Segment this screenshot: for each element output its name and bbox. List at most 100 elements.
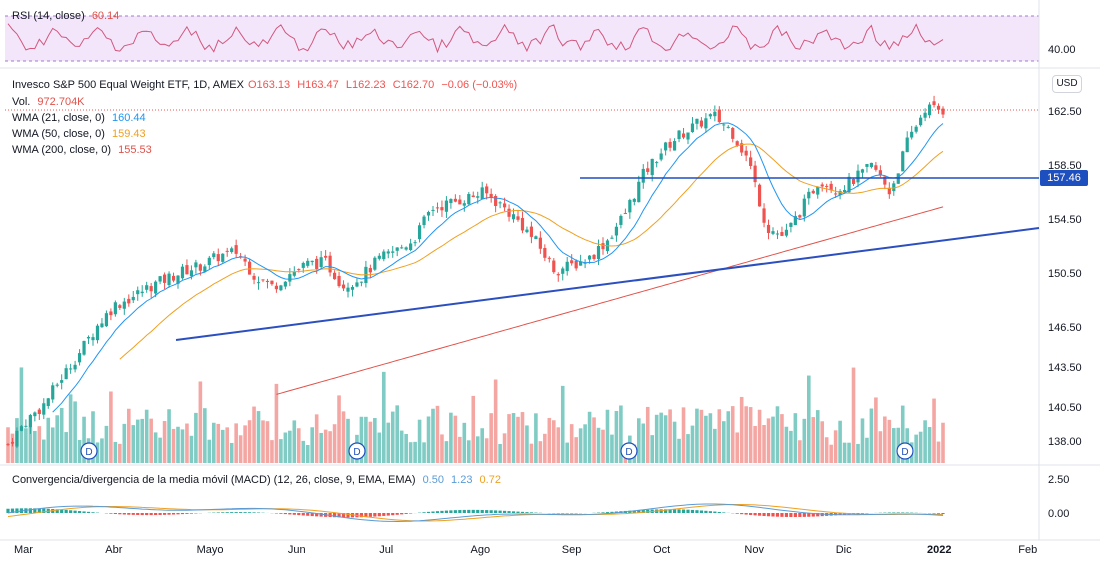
volume-bar	[784, 426, 789, 463]
candle-body	[811, 190, 815, 194]
volume-bar	[283, 432, 288, 463]
candle-body	[297, 269, 301, 271]
candle-body	[279, 285, 283, 291]
volume-bar	[301, 440, 306, 463]
macd-hist-bar	[449, 510, 453, 513]
volume-bar	[247, 420, 252, 463]
macd-hist-bar	[252, 512, 256, 513]
volume-bar	[50, 427, 55, 463]
candle-body	[587, 255, 592, 260]
candle-body	[127, 298, 131, 304]
candle-body	[556, 274, 560, 276]
volume-bar	[413, 441, 417, 463]
candle-body	[113, 302, 117, 315]
macd-hist-bar	[239, 512, 243, 513]
candle-body	[449, 199, 453, 204]
macd-hist-bar	[807, 513, 811, 517]
volume-bar	[256, 411, 261, 463]
candle-body	[19, 426, 24, 431]
volume-bar	[113, 441, 118, 463]
volume-bar	[601, 429, 605, 463]
volume-bar	[762, 425, 766, 463]
macd-hist-bar	[901, 512, 905, 513]
macd-hist-bar	[699, 510, 704, 513]
candle-body	[176, 275, 180, 284]
candle-body	[601, 243, 605, 250]
volume-bar	[140, 418, 145, 463]
candle-body	[234, 245, 238, 254]
open-value: O163.13	[247, 79, 291, 91]
rsi-line	[7, 23, 944, 54]
candle-body	[230, 248, 234, 253]
macd-hist-bar	[690, 509, 695, 513]
macd-hist-bar	[28, 508, 32, 513]
macd-hist-bar	[243, 512, 247, 513]
volume-bar	[771, 416, 775, 463]
macd-hist-bar	[467, 509, 471, 513]
candle-body	[690, 123, 695, 133]
change-value: −0.06 (−0.03%)	[441, 79, 518, 91]
candle-body	[198, 264, 202, 271]
volume-bar	[663, 415, 668, 463]
dividend-circle	[620, 442, 638, 460]
macd-hist-bar	[167, 513, 171, 515]
volume-bar	[650, 435, 655, 463]
volume-bar	[927, 427, 932, 463]
macd-hist-bar	[838, 513, 842, 516]
candle-body	[735, 141, 739, 146]
candle-body	[650, 158, 654, 176]
macd-hist-bar	[306, 513, 310, 516]
candle-body	[319, 257, 323, 268]
candle-body	[458, 199, 462, 205]
dividend-circle	[896, 442, 914, 460]
volume-bar	[824, 437, 829, 463]
candle-body	[525, 229, 529, 233]
macd-hist-bar	[301, 513, 305, 516]
volume-bar	[176, 426, 180, 463]
volume-bar	[431, 408, 435, 463]
candle-body	[42, 403, 46, 415]
candle-body	[516, 216, 520, 220]
candle-body	[337, 275, 341, 287]
macd-hist-bar	[154, 513, 158, 516]
macd-hist-bar	[480, 509, 484, 513]
candle-body	[619, 215, 623, 225]
volume-bar	[704, 415, 708, 463]
price-axis-tick: 158.50	[1048, 159, 1082, 172]
macd-hist-bar	[529, 512, 534, 513]
volume-bar	[538, 441, 543, 463]
support-trendline[interactable]	[175, 227, 1040, 341]
high-value: H163.47	[297, 79, 339, 91]
volume-bar	[914, 434, 918, 463]
macd-hist-bar	[346, 513, 350, 518]
candle-body	[350, 286, 355, 290]
volume-bar	[672, 421, 677, 463]
volume-bar	[328, 431, 332, 463]
macd-hist-bar	[789, 513, 793, 518]
candle-body	[149, 286, 153, 292]
macd-hist-bar	[185, 513, 189, 514]
currency-button[interactable]: USD	[1052, 75, 1082, 93]
volume-bar	[695, 408, 699, 463]
volume-bar	[449, 412, 453, 463]
volume-bar	[453, 415, 458, 463]
volume-bar	[475, 436, 480, 463]
wma50-line	[119, 143, 944, 360]
wma50-label: WMA (50, close, 0)	[12, 128, 105, 140]
macd-hist-bar	[315, 513, 319, 517]
macd-hist-bar	[297, 513, 301, 516]
volume-bar	[207, 439, 212, 463]
macd-hist-bar	[498, 510, 502, 513]
candle-body	[270, 280, 274, 285]
macd-hist-bar	[332, 513, 337, 518]
macd-hist-bar	[462, 509, 466, 513]
candle-body	[610, 237, 614, 239]
candle-body	[373, 257, 377, 270]
rsi-axis-tick: 40.00	[1048, 44, 1076, 56]
macd-hist-bar	[749, 513, 753, 515]
macd-hist-bar	[713, 511, 717, 513]
volume-bar	[149, 418, 153, 463]
candle-body	[404, 247, 408, 250]
